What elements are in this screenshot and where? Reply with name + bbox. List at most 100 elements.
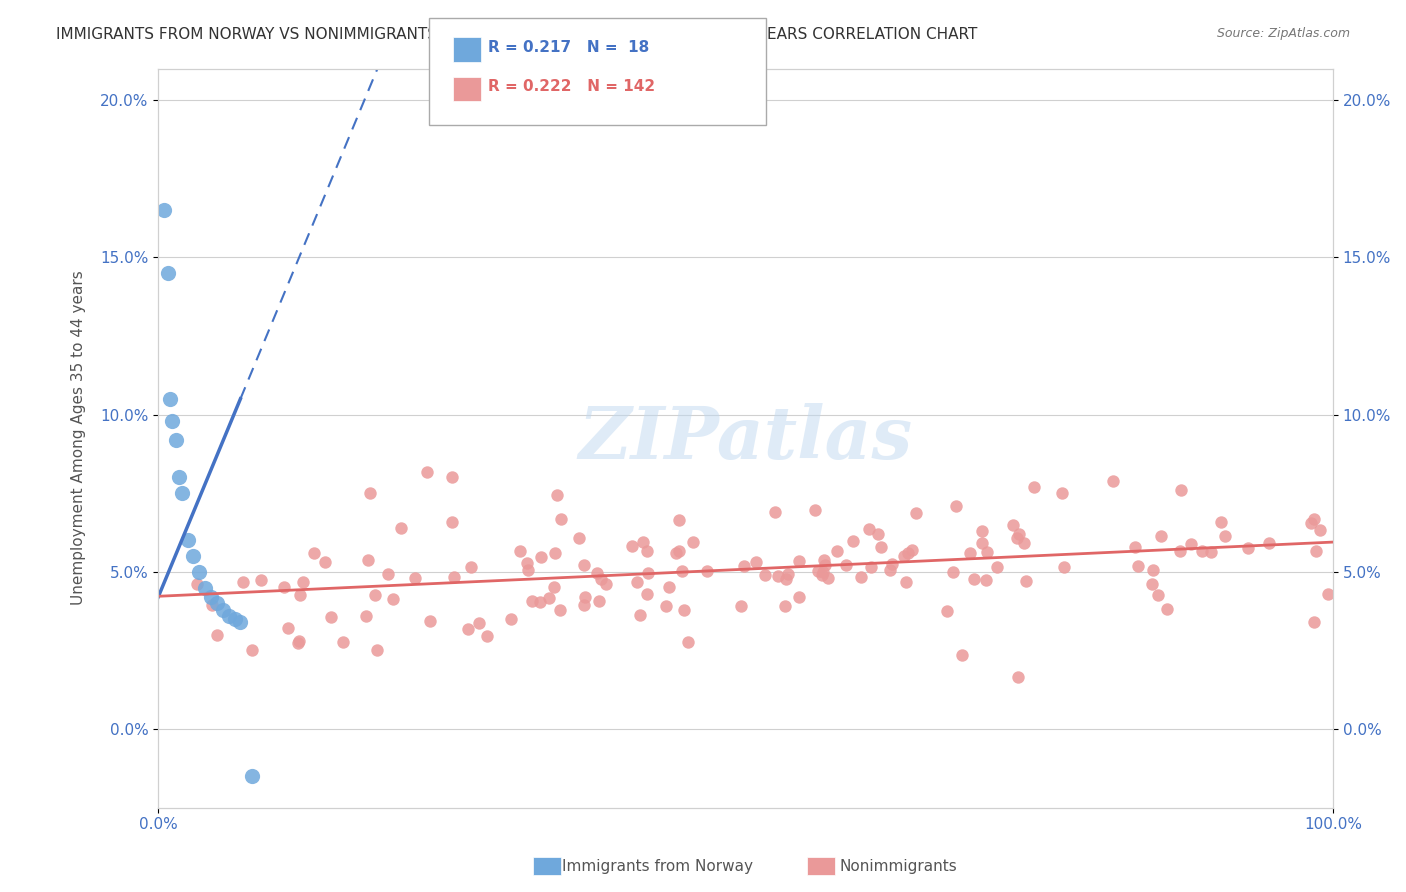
Point <box>905 506 928 520</box>
Point <box>586 566 609 581</box>
Point <box>574 591 596 605</box>
Point <box>201 598 224 612</box>
Point <box>1156 601 1178 615</box>
Point <box>620 539 643 553</box>
Point <box>1191 544 1213 558</box>
Point <box>803 502 825 516</box>
Point <box>970 524 993 539</box>
Point <box>538 591 561 606</box>
Point <box>529 594 551 608</box>
Point <box>1015 574 1038 588</box>
Text: Immigrants from Norway: Immigrants from Norway <box>562 859 754 873</box>
Point <box>162 414 184 428</box>
Point <box>440 470 463 484</box>
Text: Source: ZipAtlas.com: Source: ZipAtlas.com <box>1216 27 1350 40</box>
Point <box>668 513 690 527</box>
Point <box>1258 535 1281 549</box>
Point <box>664 546 686 560</box>
Point <box>1168 543 1191 558</box>
Point <box>457 623 479 637</box>
Point <box>288 634 311 648</box>
Point <box>696 564 718 578</box>
Point <box>186 577 208 591</box>
Point <box>810 568 832 582</box>
Point <box>1008 527 1031 541</box>
Point <box>631 535 654 549</box>
Point <box>588 594 610 608</box>
Point <box>287 636 309 650</box>
Point <box>153 202 176 217</box>
Point <box>550 603 572 617</box>
Point <box>763 505 786 519</box>
Point <box>205 628 228 642</box>
Point <box>1142 563 1164 577</box>
Point <box>332 634 354 648</box>
Point <box>200 590 222 604</box>
Point <box>775 599 797 614</box>
Point <box>277 621 299 635</box>
Point <box>658 580 681 594</box>
Point <box>530 549 553 564</box>
Point <box>1170 483 1192 498</box>
Point <box>169 470 191 484</box>
Point <box>879 563 901 577</box>
Point <box>959 545 981 559</box>
Point <box>636 587 658 601</box>
Point <box>637 566 659 581</box>
Point <box>156 266 179 280</box>
Point <box>229 615 252 629</box>
Point <box>1123 540 1146 554</box>
Point <box>460 560 482 574</box>
Point <box>188 565 211 579</box>
Point <box>159 392 181 406</box>
Point <box>945 499 967 513</box>
Point <box>1201 544 1223 558</box>
Point <box>1309 524 1331 538</box>
Text: ZIPatlas: ZIPatlas <box>578 402 912 474</box>
Point <box>319 609 342 624</box>
Point <box>841 534 863 549</box>
Point <box>859 559 882 574</box>
Point <box>1052 559 1074 574</box>
Point <box>574 598 596 612</box>
Point <box>176 533 198 548</box>
Point <box>880 558 903 572</box>
Point <box>950 648 973 662</box>
Point <box>544 546 567 560</box>
Point <box>240 769 263 783</box>
Point <box>1128 559 1150 574</box>
Point <box>893 549 915 563</box>
Point <box>986 560 1008 574</box>
Point <box>165 433 187 447</box>
Point <box>354 608 377 623</box>
Point <box>807 564 830 578</box>
Point <box>668 544 690 558</box>
Point <box>359 486 381 500</box>
Point <box>655 599 678 614</box>
Point <box>936 604 959 618</box>
Point <box>546 488 568 502</box>
Point <box>671 564 693 578</box>
Point <box>825 543 848 558</box>
Point <box>1007 670 1029 684</box>
Point <box>1002 518 1025 533</box>
Point <box>183 549 205 563</box>
Point <box>475 629 498 643</box>
Point <box>211 602 233 616</box>
Point <box>589 572 612 586</box>
Point <box>776 567 799 582</box>
Point <box>1305 544 1327 558</box>
Point <box>963 572 986 586</box>
Point <box>314 555 336 569</box>
Point <box>377 566 399 581</box>
Point <box>419 614 441 628</box>
Point <box>1142 576 1164 591</box>
Point <box>517 562 540 576</box>
Point <box>682 535 704 549</box>
Point <box>745 555 768 569</box>
Point <box>550 512 572 526</box>
Point <box>811 566 834 580</box>
Point <box>443 570 465 584</box>
Point <box>468 615 491 630</box>
Point <box>942 566 965 580</box>
